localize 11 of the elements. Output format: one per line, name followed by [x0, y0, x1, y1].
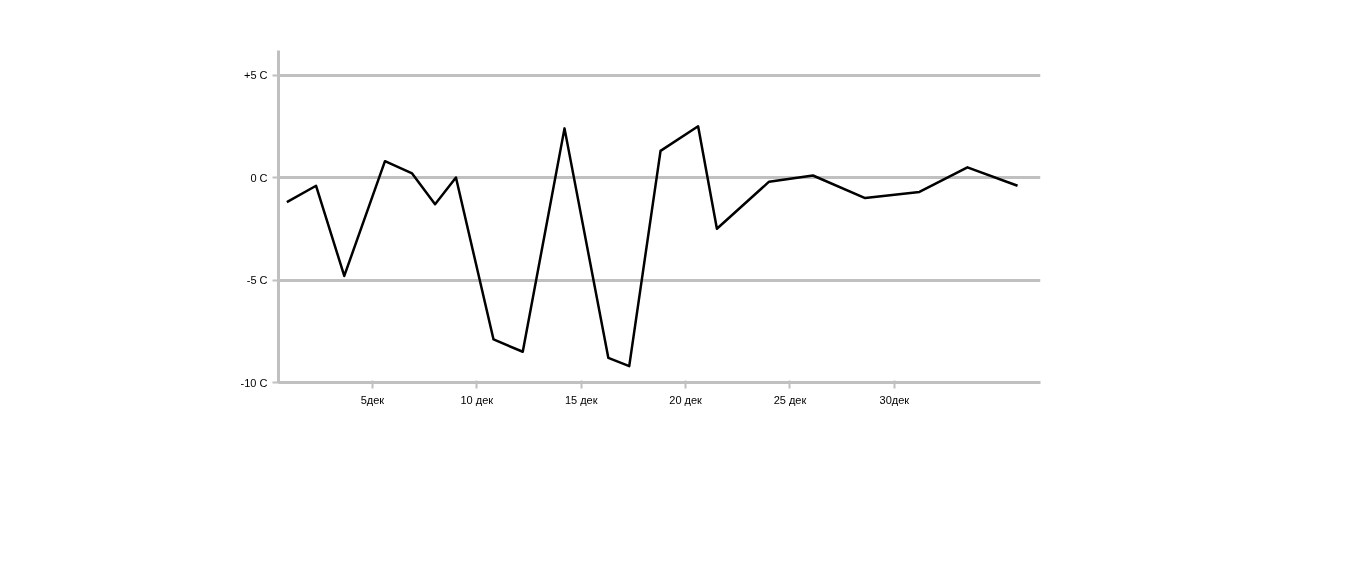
- x-tick-label: 30дек: [879, 393, 910, 406]
- x-tick-label: 15 дек: [564, 393, 598, 406]
- x-tick-label: 5дек: [360, 393, 385, 406]
- x-tick-label: 25 дек: [773, 393, 807, 406]
- y-tick-label: -5 C: [246, 274, 268, 287]
- line-series: [285, 125, 1019, 368]
- x-tick-label: 20 дек: [669, 393, 703, 406]
- x-tick-label: 10 дек: [460, 393, 494, 406]
- y-tick-label: 0 C: [250, 171, 268, 184]
- y-tick-label: -10 C: [240, 376, 268, 389]
- y-tick-label: +5 C: [243, 69, 268, 82]
